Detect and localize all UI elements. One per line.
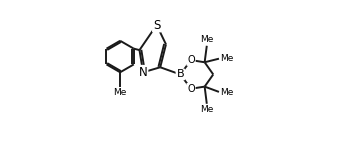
Text: B: B	[176, 69, 184, 79]
Text: Me: Me	[220, 88, 234, 97]
Text: O: O	[187, 84, 195, 94]
Text: Me: Me	[200, 105, 214, 114]
Text: Me: Me	[200, 35, 214, 44]
Text: S: S	[153, 19, 161, 32]
Text: Me: Me	[113, 88, 127, 97]
Text: O: O	[187, 55, 195, 65]
Text: Me: Me	[220, 54, 234, 63]
Text: N: N	[139, 66, 147, 79]
